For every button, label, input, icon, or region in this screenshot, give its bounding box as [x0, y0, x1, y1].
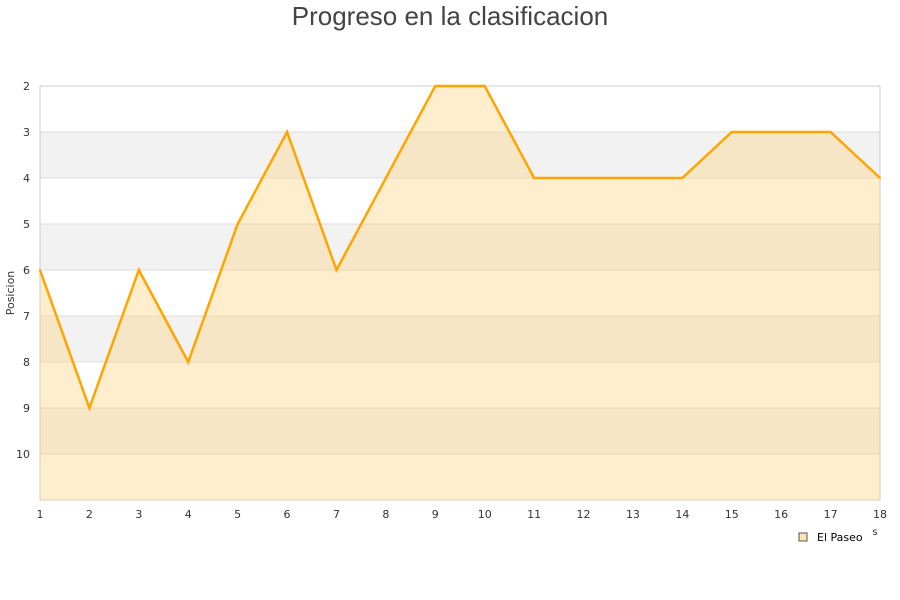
- x-tick-label: 6: [284, 508, 291, 521]
- series-line: [38, 84, 881, 412]
- x-tick-label: 7: [333, 508, 340, 521]
- grid-band: [40, 132, 880, 178]
- y-tick-label: 2: [23, 80, 30, 93]
- data-point: [631, 177, 634, 179]
- y-tick-label: 9: [23, 402, 30, 415]
- x-tick-label: 18: [873, 508, 887, 521]
- data-point: [780, 131, 783, 133]
- grid-band: [40, 316, 880, 362]
- data-point: [335, 269, 338, 271]
- y-tick-label: 7: [23, 310, 30, 323]
- x-tick-label: 4: [185, 508, 192, 521]
- area-fill: [40, 86, 880, 500]
- legend-swatch: [798, 532, 808, 542]
- y-axis-label: Posicion: [4, 271, 17, 316]
- x-tick-label: 5: [234, 508, 241, 521]
- data-point: [483, 85, 486, 87]
- x-tick-label: 14: [675, 508, 689, 521]
- data-point: [730, 131, 733, 133]
- x-tick-label: 1: [37, 508, 44, 521]
- data-point: [879, 177, 881, 179]
- data-point: [286, 131, 289, 133]
- x-tick-label: 8: [382, 508, 389, 521]
- y-tick-label: 3: [23, 126, 30, 139]
- data-point: [829, 131, 832, 133]
- x-tick-label: 16: [774, 508, 788, 521]
- x-tick-label: 15: [725, 508, 739, 521]
- x-tick-label: 13: [626, 508, 640, 521]
- legend-label: El Paseo: [817, 531, 863, 544]
- x-tick-label: 3: [135, 508, 142, 521]
- x-axis-label-fragment: s: [872, 527, 877, 538]
- x-tick-label: 10: [478, 508, 492, 521]
- x-tick-label: 2: [86, 508, 93, 521]
- grid-band: [40, 224, 880, 270]
- data-point: [137, 269, 140, 271]
- chart-title: Progreso en la clasificacion: [291, 1, 609, 31]
- data-point: [187, 361, 190, 363]
- data-point: [88, 407, 91, 409]
- grid-band: [40, 408, 880, 454]
- data-point: [384, 177, 387, 179]
- data-point: [236, 223, 239, 225]
- x-tick-label: 12: [577, 508, 591, 521]
- y-tick-label: 4: [23, 172, 30, 185]
- data-point: [582, 177, 585, 179]
- x-tick-label: 11: [527, 508, 541, 521]
- x-tick-label: 17: [824, 508, 838, 521]
- y-tick-label: 5: [23, 218, 30, 231]
- y-tick-label: 6: [23, 264, 30, 277]
- data-point: [681, 177, 684, 179]
- x-tick-label: 9: [432, 508, 439, 521]
- data-point: [39, 269, 41, 271]
- y-tick-label: 8: [23, 356, 30, 369]
- data-point: [434, 85, 437, 87]
- data-point: [533, 177, 536, 179]
- y-tick-label: 10: [16, 448, 30, 461]
